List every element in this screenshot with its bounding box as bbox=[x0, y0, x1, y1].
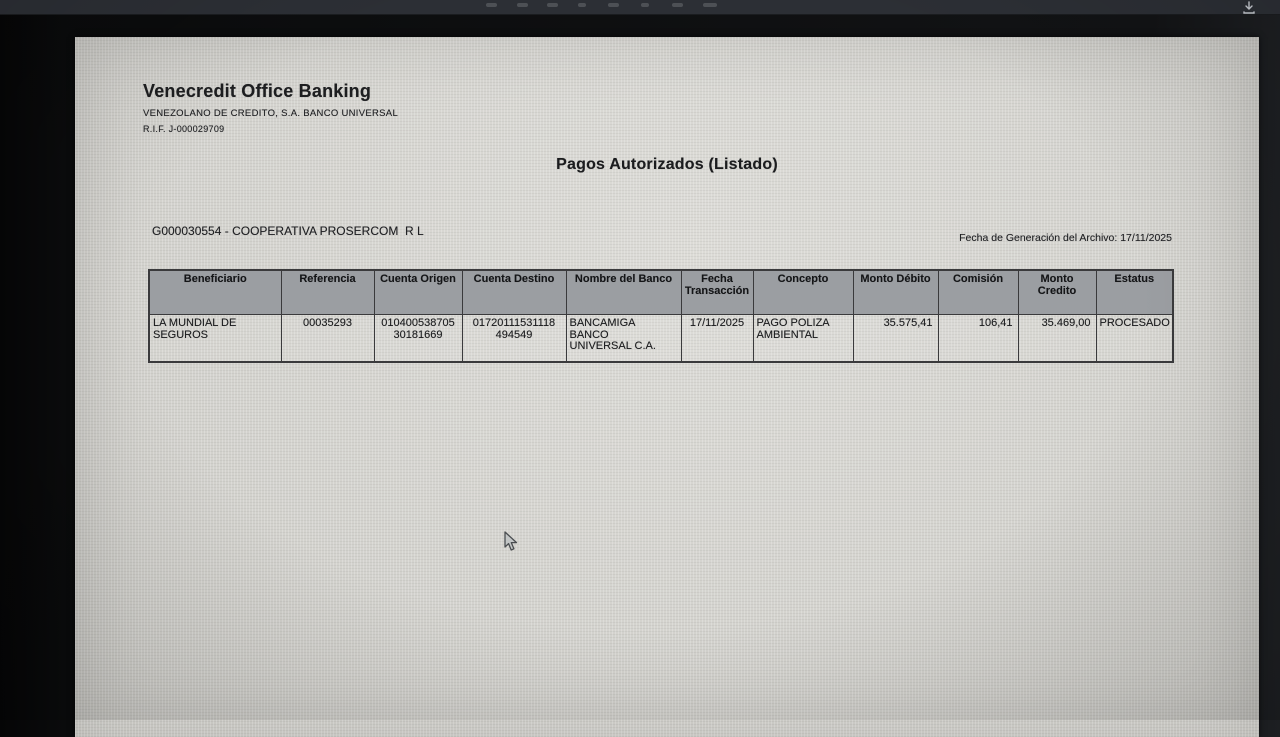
table-cell: BANCAMIGA BANCO UNIVERSAL C.A. bbox=[565, 314, 682, 363]
table-cell: 106,41 bbox=[937, 314, 1019, 363]
client-account-line: G000030554 - COOPERATIVA PROSERCOM R L bbox=[152, 224, 424, 238]
column-header: Concepto bbox=[752, 269, 854, 315]
column-header: Referencia bbox=[280, 269, 375, 315]
toolbar-icon bbox=[578, 3, 586, 7]
column-header: Beneficiario bbox=[148, 269, 282, 315]
column-header: Monto Credito bbox=[1017, 269, 1097, 315]
payments-table: Beneficiario Referencia Cuenta Origen Cuent… bbox=[148, 269, 1174, 363]
payments-table-wrapper: Beneficiario Referencia Cuenta Origen Cuent… bbox=[148, 269, 1174, 363]
table-cell: LA MUNDIAL DE SEGUROS bbox=[148, 314, 282, 363]
bank-rif: R.I.F. J-000029709 bbox=[143, 124, 225, 134]
file-generation-date: Fecha de Generación del Archivo: 17/11/2… bbox=[959, 232, 1172, 244]
column-header: Nombre del Banco bbox=[565, 269, 682, 315]
table-cell: PROCESADO bbox=[1095, 314, 1174, 363]
column-header: Cuenta Destino bbox=[461, 269, 567, 315]
bank-subtitle: VENEZOLANO DE CREDITO, S.A. BANCO UNIVER… bbox=[143, 108, 399, 119]
table-cell: 35.469,00 bbox=[1017, 314, 1097, 363]
mouse-cursor bbox=[502, 531, 520, 553]
toolbar-icon bbox=[486, 3, 497, 7]
download-icon[interactable] bbox=[1239, 0, 1259, 16]
bank-name: Venecredit Office Banking bbox=[143, 81, 372, 101]
toolbar-icon bbox=[703, 3, 717, 7]
toolbar-icon bbox=[547, 3, 558, 7]
toolbar-icon bbox=[608, 3, 619, 7]
column-header: Cuenta Origen bbox=[373, 269, 463, 315]
toolbar-icon bbox=[517, 3, 528, 7]
table-cell: 01720111531118 494549 bbox=[461, 314, 567, 363]
column-header: Estatus bbox=[1095, 269, 1174, 315]
table-row: LA MUNDIAL DE SEGUROS 00035293 01040053870… bbox=[148, 314, 1174, 363]
document-page: Venecredit Office Banking VENEZOLANO DE … bbox=[75, 37, 1259, 737]
column-header: Fecha Transacción bbox=[680, 269, 754, 315]
table-cell: PAGO POLIZA AMBIENTAL bbox=[752, 314, 854, 363]
table-cell: 17/11/2025 bbox=[680, 314, 754, 363]
toolbar-icon bbox=[641, 3, 649, 7]
table-cell: 35.575,41 bbox=[852, 314, 939, 363]
bank-header: Venecredit Office Banking VENEZOLANO DE … bbox=[143, 81, 398, 134]
column-header: Comisión bbox=[937, 269, 1019, 315]
table-header-row: Beneficiario Referencia Cuenta Origen Cuent… bbox=[148, 269, 1174, 315]
toolbar-icon bbox=[672, 3, 683, 7]
viewer-toolbar bbox=[0, 0, 1280, 15]
table-cell: 00035293 bbox=[280, 314, 375, 363]
page-title: Pagos Autorizados (Listado) bbox=[556, 156, 778, 173]
table-cell: 010400538705 30181669 bbox=[373, 314, 463, 363]
column-header: Monto Débito bbox=[852, 269, 939, 315]
